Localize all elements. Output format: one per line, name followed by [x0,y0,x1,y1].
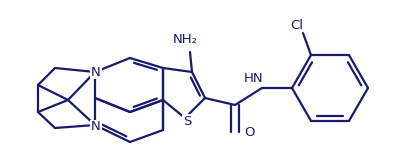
Text: N: N [91,65,101,79]
Text: HN: HN [244,72,264,84]
Text: N: N [91,120,101,133]
Text: O: O [244,125,254,139]
Text: NH₂: NH₂ [173,32,197,45]
Text: Cl: Cl [291,19,304,32]
Text: S: S [183,115,191,128]
